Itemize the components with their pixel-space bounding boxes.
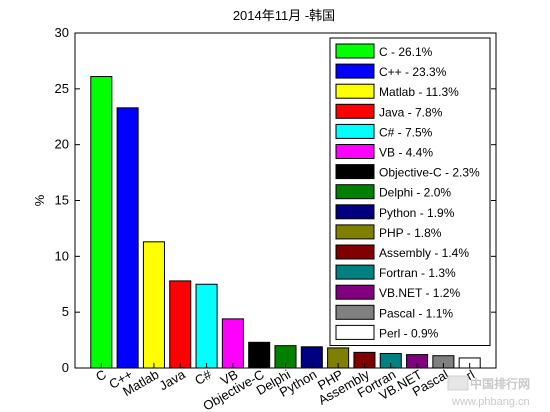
legend-swatch xyxy=(335,304,375,320)
bar-c- xyxy=(195,283,218,369)
legend-swatch xyxy=(335,63,375,79)
legend-swatch xyxy=(335,83,375,99)
watermark: 中国排行网 www.phbang.cn xyxy=(447,375,530,408)
legend-entry: VB.NET - 1.2% xyxy=(379,286,460,300)
legend-entry: Fortran - 1.3% xyxy=(379,266,456,280)
y-tick-label: 30 xyxy=(55,25,69,40)
legend: C - 26.1% C++ - 23.3% Matlab - 11.3% Java -… xyxy=(329,37,491,346)
legend-entry: Matlab - 11.3% xyxy=(379,85,459,99)
bar-java xyxy=(169,280,192,369)
y-axis-label: % xyxy=(32,194,47,206)
x-tick-label: C# xyxy=(192,366,215,388)
y-tick-label: 5 xyxy=(62,304,69,319)
legend-entry: Delphi - 2.0% xyxy=(379,186,451,200)
bar-c- xyxy=(116,107,139,369)
watermark-name: 中国排行网 xyxy=(470,376,530,391)
y-tick-label: 20 xyxy=(55,137,69,152)
y-tick-label: 25 xyxy=(55,81,69,96)
legend-swatch xyxy=(335,164,375,180)
x-tick-label: Java xyxy=(156,366,188,393)
legend-entry: VB - 4.4% xyxy=(379,146,433,160)
x-tick-label: C xyxy=(93,367,109,385)
watermark-url: www.phbang.cn xyxy=(451,396,530,408)
legend-swatch xyxy=(335,184,375,200)
watermark-logo-icon xyxy=(447,375,469,391)
legend-swatch xyxy=(335,123,375,139)
legend-swatch xyxy=(335,204,375,220)
legend-entry: Objective-C - 2.3% xyxy=(379,166,480,180)
legend-entry: PHP - 1.8% xyxy=(379,226,442,240)
legend-entry: Assembly - 1.4% xyxy=(379,246,469,260)
legend-entry: Perl - 0.9% xyxy=(379,326,439,340)
legend-swatch xyxy=(335,224,375,240)
legend-swatch xyxy=(335,324,375,340)
bar-vb xyxy=(221,318,244,369)
legend-entry: Pascal - 1.1% xyxy=(379,306,453,320)
legend-entry: C++ - 23.3% xyxy=(379,65,447,79)
legend-swatch xyxy=(335,284,375,300)
bar-matlab xyxy=(142,241,165,369)
legend-swatch xyxy=(335,244,375,260)
legend-swatch xyxy=(335,264,375,280)
legend-swatch xyxy=(335,103,375,119)
legend-swatch xyxy=(335,144,375,159)
legend-entry: Python - 1.9% xyxy=(379,206,455,220)
legend-swatch xyxy=(335,43,375,59)
chart-title: 2014年11月 -韩国 xyxy=(233,8,335,23)
bar-c xyxy=(90,76,113,369)
legend-entry: Java - 7.8% xyxy=(379,105,443,119)
y-tick-label: 15 xyxy=(55,193,69,208)
legend-entry: C# - 7.5% xyxy=(379,125,433,139)
y-tick-label: 0 xyxy=(62,360,69,375)
legend-entry: C - 26.1% xyxy=(379,45,433,59)
y-tick-label: 10 xyxy=(55,248,69,263)
